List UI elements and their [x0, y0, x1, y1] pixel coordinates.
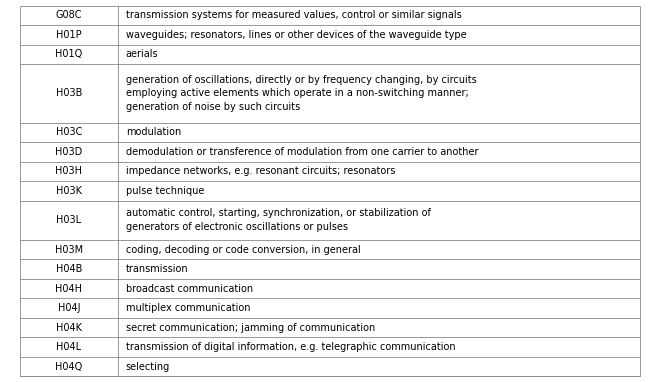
- Text: transmission systems for measured values, control or similar signals: transmission systems for measured values…: [126, 10, 461, 21]
- Text: coding, decoding or code conversion, in general: coding, decoding or code conversion, in …: [126, 244, 360, 254]
- Text: H03K: H03K: [56, 186, 82, 196]
- Text: demodulation or transference of modulation from one carrier to another: demodulation or transference of modulati…: [126, 147, 478, 157]
- Text: H04H: H04H: [55, 283, 82, 293]
- Text: H04B: H04B: [55, 264, 82, 274]
- Text: H03D: H03D: [55, 147, 82, 157]
- Text: H03M: H03M: [55, 244, 83, 254]
- Text: H03B: H03B: [55, 89, 82, 99]
- Text: pulse technique: pulse technique: [126, 186, 204, 196]
- Text: modulation: modulation: [126, 128, 181, 138]
- Text: secret communication; jamming of communication: secret communication; jamming of communi…: [126, 322, 375, 332]
- Text: transmission: transmission: [126, 264, 188, 274]
- Text: H04Q: H04Q: [55, 361, 82, 372]
- Text: G08C: G08C: [55, 10, 82, 21]
- Text: H01Q: H01Q: [55, 50, 82, 60]
- Text: selecting: selecting: [126, 361, 170, 372]
- Text: generation of oscillations, directly or by frequency changing, by circuits
emplo: generation of oscillations, directly or …: [126, 75, 477, 112]
- Text: H04J: H04J: [57, 303, 80, 313]
- Text: impedance networks, e.g. resonant circuits; resonators: impedance networks, e.g. resonant circui…: [126, 167, 395, 176]
- Text: waveguides; resonators, lines or other devices of the waveguide type: waveguides; resonators, lines or other d…: [126, 30, 467, 40]
- Text: broadcast communication: broadcast communication: [126, 283, 253, 293]
- Text: H03L: H03L: [56, 215, 81, 225]
- Text: multiplex communication: multiplex communication: [126, 303, 250, 313]
- Text: H04L: H04L: [56, 342, 81, 352]
- Text: transmission of digital information, e.g. telegraphic communication: transmission of digital information, e.g…: [126, 342, 455, 352]
- Text: H03H: H03H: [55, 167, 82, 176]
- Text: H01P: H01P: [56, 30, 82, 40]
- Text: H03C: H03C: [55, 128, 82, 138]
- Text: H04K: H04K: [56, 322, 82, 332]
- Text: aerials: aerials: [126, 50, 158, 60]
- Text: automatic control, starting, synchronization, or stabilization of
generators of : automatic control, starting, synchroniza…: [126, 209, 430, 232]
